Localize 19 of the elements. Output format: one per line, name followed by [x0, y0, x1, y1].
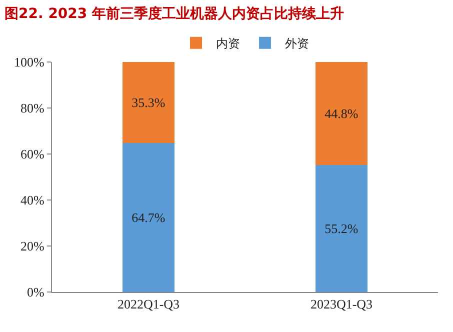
- bar: [122, 143, 175, 292]
- data-label: 64.7%: [132, 210, 166, 226]
- bar: [122, 62, 175, 144]
- y-tick-label: 80%: [20, 100, 45, 116]
- legend-label: 外资: [285, 36, 309, 51]
- y-tick-label: 0%: [27, 284, 45, 300]
- data-label: 35.3%: [132, 95, 166, 110]
- x-tick-label: 2023Q1-Q3: [310, 296, 373, 312]
- y-tick-label: 40%: [20, 192, 45, 208]
- bar: [315, 62, 368, 166]
- data-label: 44.8%: [324, 106, 358, 122]
- bar: [315, 165, 368, 292]
- data-label: 55.2%: [324, 221, 358, 236]
- legend-label: 内资: [216, 36, 240, 51]
- y-tick-label: 20%: [20, 238, 45, 254]
- y-tick-label: 60%: [20, 146, 45, 162]
- y-tick-label: 100%: [14, 54, 45, 70]
- chart-title: 图22. 2023 年前三季度工业机器人内资占比持续上升: [4, 5, 344, 22]
- x-tick-label: 2022Q1-Q3: [117, 296, 180, 312]
